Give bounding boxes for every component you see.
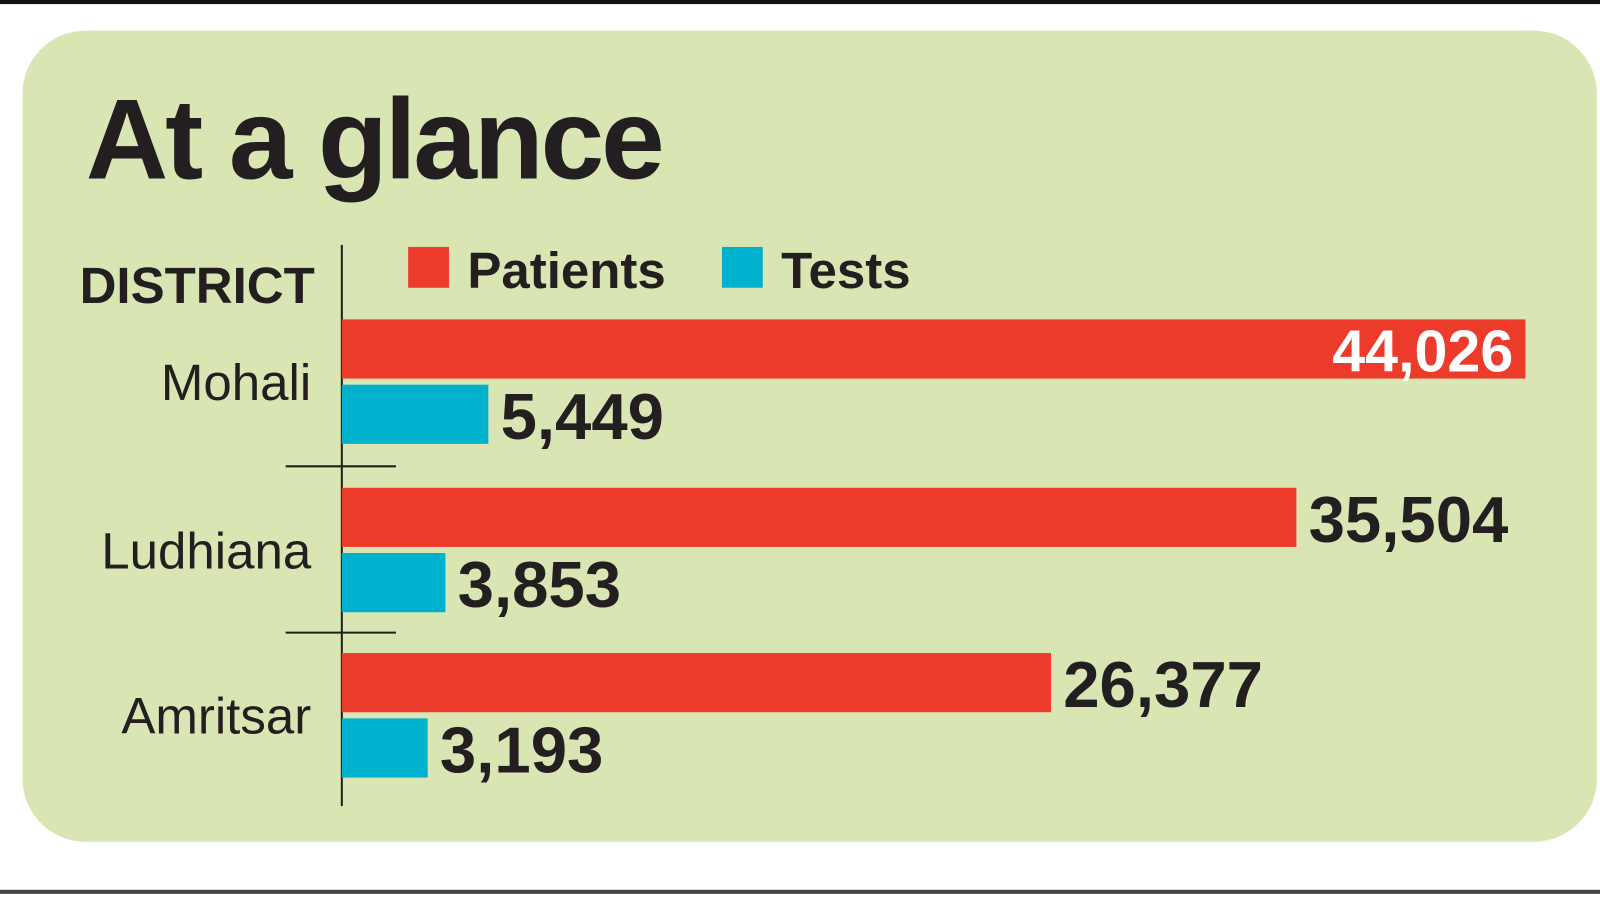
bar (341, 319, 1526, 379)
bar (341, 487, 1297, 547)
value-label: 3,853 (458, 548, 621, 621)
value-label: 44,026 (1332, 317, 1513, 384)
legend-swatch (408, 246, 449, 288)
bar (341, 384, 489, 444)
bar (341, 653, 1051, 713)
legend-label: Tests (781, 242, 910, 299)
category-label: Amritsar (121, 688, 311, 745)
value-label: 3,193 (440, 713, 603, 786)
bar (341, 718, 428, 778)
category-label: Mohali (161, 354, 311, 411)
value-label: 26,377 (1063, 648, 1263, 721)
axis-label: DISTRICT (80, 257, 315, 314)
legend-swatch (721, 246, 763, 288)
category-label: Ludhiana (101, 522, 312, 579)
value-label: 5,449 (501, 380, 664, 453)
chart-title: At a glance (86, 77, 662, 204)
legend-label: Patients (467, 242, 665, 299)
bottom-rule (0, 889, 1600, 894)
panel (22, 30, 1597, 842)
value-label: 35,504 (1309, 483, 1509, 556)
top-rule (0, 0, 1600, 5)
bar (341, 553, 446, 613)
